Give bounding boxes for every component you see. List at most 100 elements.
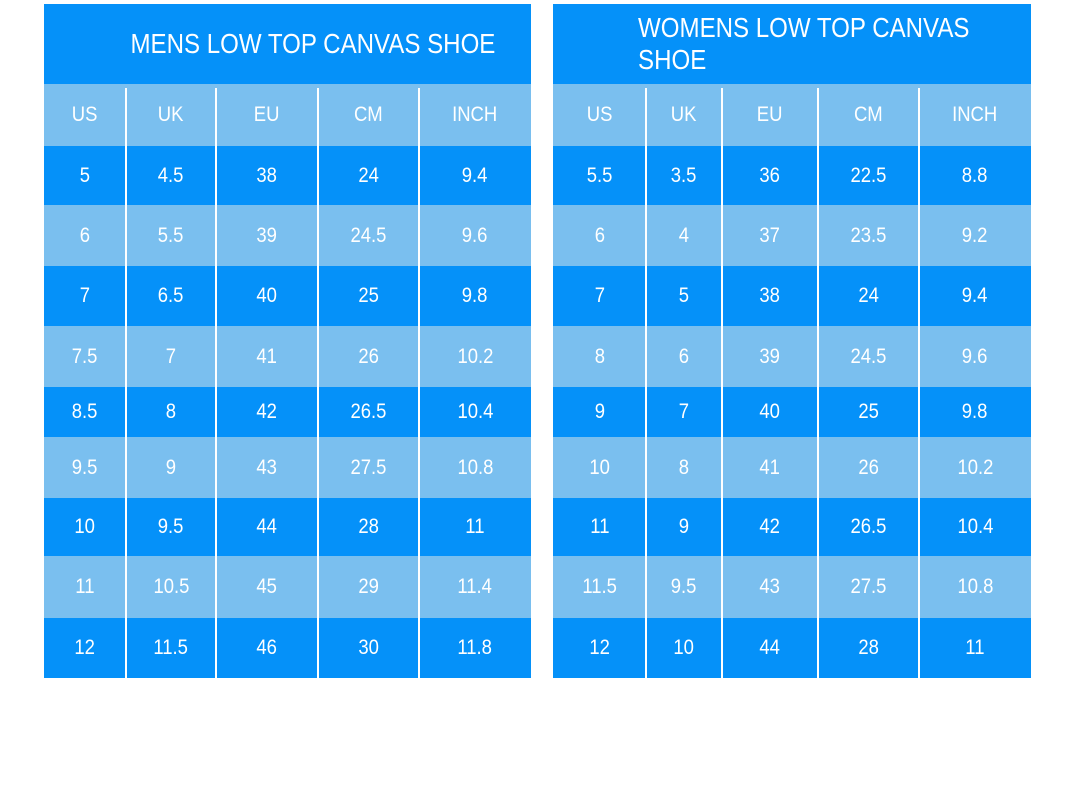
table-cell: 27.5 — [318, 437, 419, 498]
cell-text: 12 — [74, 636, 96, 659]
cell-text: 9.5 — [158, 515, 184, 538]
table-cell: 9.6 — [419, 205, 531, 266]
cell-text: UK — [671, 103, 697, 126]
table-cell: 7 — [44, 266, 126, 326]
table-cell: 41 — [216, 326, 318, 387]
cell-text: 43 — [759, 575, 781, 598]
table-cell: 9.8 — [919, 387, 1031, 437]
cell-text: 10.8 — [957, 575, 993, 598]
cell-text: 9.6 — [462, 223, 488, 247]
table-cell: 27.5 — [818, 556, 919, 618]
cell-text: EU — [254, 103, 280, 126]
cell-text: 9 — [165, 455, 177, 479]
table-cell: 7.5 — [44, 326, 126, 387]
column-header: UK — [646, 84, 722, 146]
table-cell: 10.4 — [919, 498, 1031, 556]
cell-text: 26.5 — [350, 400, 387, 423]
table-cell: 9.5 — [646, 556, 722, 618]
cell-text: 27.5 — [350, 455, 387, 479]
table-cell: 11.4 — [419, 556, 531, 618]
table-cell: 7 — [553, 266, 646, 326]
table-cell: 39 — [216, 205, 318, 266]
table-cell: 9.5 — [126, 498, 216, 556]
cell-text: 7 — [678, 400, 690, 423]
cell-text: UK — [158, 103, 184, 126]
table-row: 5 4.5 38 24 9.4 — [44, 146, 531, 205]
table-cell: 29 — [318, 556, 419, 618]
table-cell: 10 — [553, 437, 646, 498]
table-row: 6 5.5 39 24.5 9.6 — [44, 205, 531, 266]
cell-text: 10.2 — [457, 344, 493, 368]
table-row: 8 6 39 24.5 9.6 — [553, 326, 1031, 387]
table-cell: 43 — [216, 437, 318, 498]
cell-text: 44 — [759, 636, 781, 659]
column-header: US — [44, 84, 126, 146]
cell-text: 6.5 — [158, 284, 184, 307]
table-cell: 41 — [722, 437, 818, 498]
table-cell: 6 — [44, 205, 126, 266]
table-row: 12 11.5 46 30 11.8 — [44, 618, 531, 678]
table-cell: 10 — [44, 498, 126, 556]
table-cell: 6.5 — [126, 266, 216, 326]
cell-text: 11.8 — [457, 636, 493, 659]
cell-text: 8 — [165, 400, 177, 423]
cell-text: 9.6 — [962, 344, 988, 368]
column-header: CM — [818, 84, 919, 146]
cell-text: 46 — [256, 636, 278, 659]
table-cell: 26 — [818, 437, 919, 498]
table-title-text: WOMENS LOW TOP CANVAS SHOE — [638, 12, 970, 75]
cell-text: 25 — [358, 284, 379, 307]
cell-text: 10.8 — [457, 455, 493, 479]
cell-text: 11 — [965, 636, 985, 659]
table-cell: 8 — [646, 437, 722, 498]
table-cell: 38 — [216, 146, 318, 205]
table-row: 7.5 7 41 26 10.2 — [44, 326, 531, 387]
mens-size-table: MENS LOW TOP CANVAS SHOE US UK EU CM INCH 5 4.5… — [44, 4, 531, 678]
table-cell: 44 — [722, 618, 818, 678]
table-cell: 30 — [318, 618, 419, 678]
column-header: US — [553, 84, 646, 146]
cell-text: 29 — [358, 575, 379, 598]
cell-text: 26 — [358, 344, 379, 368]
column-divider — [125, 88, 127, 678]
table-cell: 10.5 — [126, 556, 216, 618]
table-row: 11 10.5 45 29 11.4 — [44, 556, 531, 618]
cell-text: 40 — [759, 400, 781, 423]
table-cell: 26.5 — [318, 387, 419, 437]
table-cell: 24 — [818, 266, 919, 326]
table-cell: 11.5 — [553, 556, 646, 618]
table-cell: 45 — [216, 556, 318, 618]
cell-text: CM — [854, 103, 883, 126]
cell-text: 6 — [678, 344, 690, 368]
cell-text: 24.5 — [850, 344, 887, 368]
column-header: EU — [216, 84, 318, 146]
cell-text: 9.8 — [462, 284, 488, 307]
table-cell: 3.5 — [646, 146, 722, 205]
table-cell: 11 — [919, 618, 1031, 678]
table-row: 11 9 42 26.5 10.4 — [553, 498, 1031, 556]
table-row: 7 6.5 40 25 9.8 — [44, 266, 531, 326]
cell-text: 39 — [256, 223, 278, 247]
cell-text: INCH — [452, 103, 498, 126]
column-header: CM — [318, 84, 419, 146]
cell-text: 11.5 — [582, 575, 617, 598]
cell-text: 23.5 — [850, 223, 887, 247]
cell-text: 10.5 — [153, 575, 189, 598]
table-cell: 9.4 — [419, 146, 531, 205]
cell-text: 4.5 — [158, 163, 184, 187]
cell-text: 5.5 — [158, 223, 184, 247]
cell-text: 9.5 — [72, 455, 98, 479]
table-cell: 6 — [646, 326, 722, 387]
cell-text: 9.8 — [962, 400, 988, 423]
table-cell: 11 — [44, 556, 126, 618]
table-cell: 8 — [553, 326, 646, 387]
table-row: 7 5 38 24 9.4 — [553, 266, 1031, 326]
table-cell: 40 — [722, 387, 818, 437]
cell-text: 26.5 — [850, 515, 887, 538]
table-cell: 8.5 — [44, 387, 126, 437]
cell-text: 8 — [594, 344, 605, 368]
cell-text: 44 — [256, 515, 278, 538]
cell-text: 7 — [79, 284, 91, 307]
cell-text: 36 — [759, 163, 781, 187]
table-cell: 9.4 — [919, 266, 1031, 326]
